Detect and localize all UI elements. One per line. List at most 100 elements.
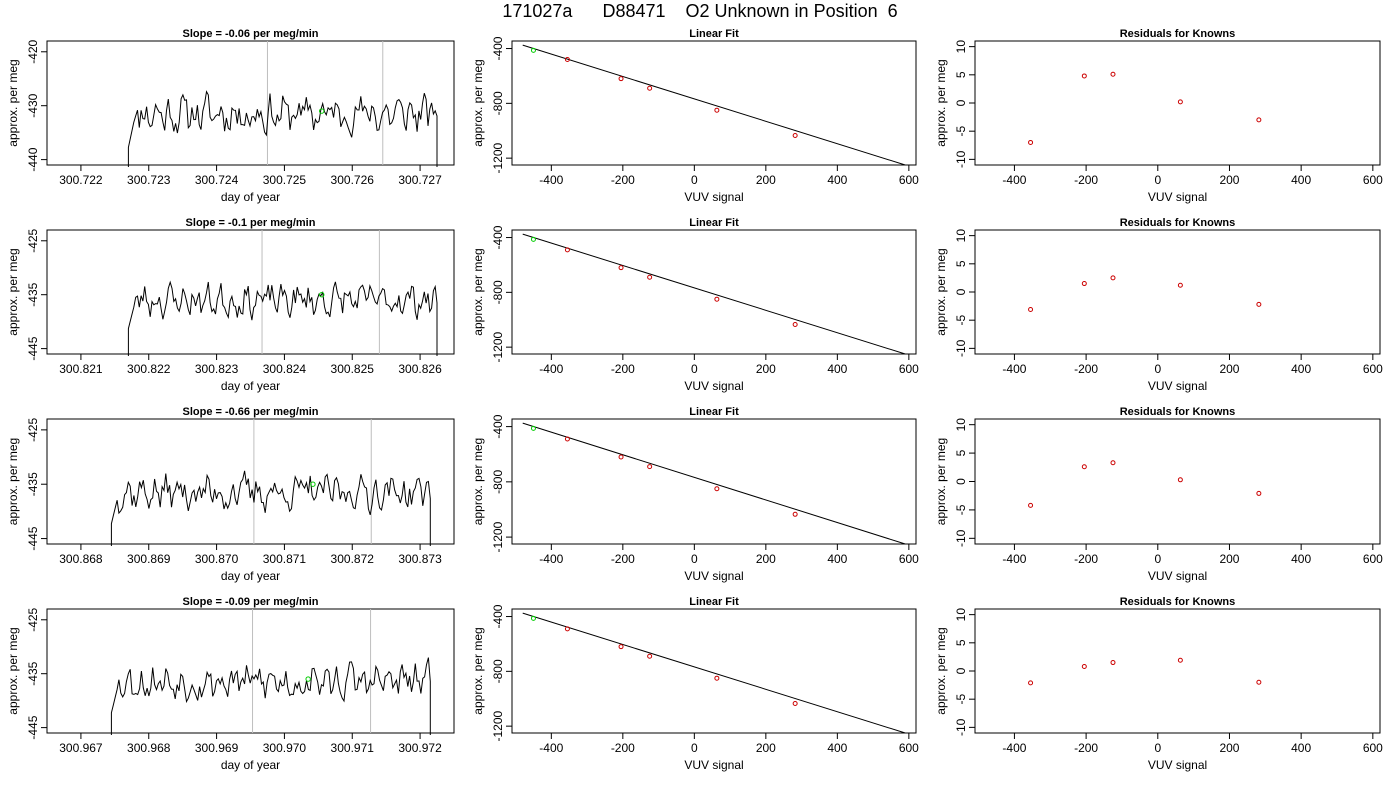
y-tick-label: -5 [954, 694, 968, 705]
x-tick-label: 600 [899, 173, 919, 187]
plot-frame [974, 608, 1381, 734]
x-tick-label: 300.970 [263, 741, 307, 755]
fit-line [522, 233, 906, 355]
known-point [1028, 680, 1034, 686]
known-point [1028, 502, 1034, 508]
x-tick-label: 300.727 [398, 173, 442, 187]
y-axis-label: approx. per meg [934, 627, 948, 714]
chart-title: Slope = -0.66 per meg/min [182, 406, 318, 418]
y-axis-label: approx. per meg [934, 438, 948, 525]
x-tick-label: 300.824 [263, 362, 307, 376]
known-point [1256, 117, 1262, 123]
x-tick-label: 600 [899, 741, 919, 755]
known-point [1110, 660, 1116, 666]
known-point [1081, 663, 1087, 669]
x-axis-label: day of year [221, 758, 280, 772]
y-tick-label: -425 [26, 228, 40, 252]
x-tick-label: -200 [1074, 173, 1098, 187]
x-tick-label: 300.722 [59, 173, 103, 187]
y-tick-label: 10 [954, 40, 968, 54]
x-tick-label: -200 [611, 173, 635, 187]
y-tick-label: -445 [26, 526, 40, 550]
x-tick-label: 300.972 [398, 741, 442, 755]
x-tick-label: 200 [756, 741, 776, 755]
x-tick-label: 200 [756, 552, 776, 566]
x-tick-label: 300.826 [398, 362, 442, 376]
x-axis-label: day of year [221, 190, 280, 204]
x-tick-label: 300.724 [195, 173, 239, 187]
x-tick-label: 0 [691, 362, 698, 376]
y-tick-label: -425 [26, 607, 40, 631]
x-tick-label: 0 [1154, 362, 1161, 376]
x-tick-label: -400 [1002, 552, 1026, 566]
x-tick-label: 0 [1154, 173, 1161, 187]
y-axis-label: approx. per meg [6, 438, 20, 525]
x-tick-label: 600 [1363, 173, 1383, 187]
x-axis-label: VUV signal [684, 379, 743, 393]
y-tick-label: -1200 [491, 710, 505, 741]
chart-panel-8: Linear Fit -400 -200 0 200 400 600 -400 -800 -120… [471, 596, 919, 772]
y-tick-label: -5 [954, 126, 968, 137]
fit-line [522, 612, 906, 734]
y-tick-label: -435 [26, 282, 40, 306]
x-axis-label: VUV signal [684, 758, 743, 772]
y-tick-label: 0 [954, 99, 968, 106]
known-point [1028, 139, 1034, 145]
known-point [1081, 464, 1087, 470]
y-axis-label: approx. per meg [6, 627, 20, 714]
known-point [564, 626, 570, 632]
unknown-point [310, 481, 316, 487]
x-tick-label: 400 [827, 362, 847, 376]
plot-frame [511, 608, 917, 734]
known-point [792, 133, 798, 139]
plot-frame [974, 40, 1381, 166]
y-tick-label: -430 [26, 93, 40, 117]
x-tick-label: 0 [691, 173, 698, 187]
x-tick-label: 0 [691, 741, 698, 755]
x-tick-label: -400 [1002, 741, 1026, 755]
chart-panel-5: Linear Fit -400 -200 0 200 400 600 -400 -800 -120… [471, 28, 919, 204]
x-tick-label: 400 [1291, 552, 1311, 566]
known-point [1028, 306, 1034, 312]
y-tick-label: 0 [954, 667, 968, 674]
y-tick-label: -1200 [491, 142, 505, 173]
known-point [647, 464, 653, 470]
y-axis-label: approx. per meg [471, 59, 485, 146]
unknown-point [305, 676, 311, 682]
y-tick-label: 10 [954, 229, 968, 243]
known-point [618, 454, 624, 460]
x-tick-label: 600 [899, 362, 919, 376]
plot-frame [46, 229, 455, 355]
y-tick-label: -445 [26, 715, 40, 739]
x-axis-label: VUV signal [1148, 569, 1207, 583]
x-tick-label: -400 [1002, 173, 1026, 187]
chart-title: Residuals for Knowns [1120, 217, 1236, 229]
x-tick-label: -200 [611, 741, 635, 755]
known-point [1110, 71, 1116, 77]
x-tick-label: 200 [756, 173, 776, 187]
x-tick-label: 300.868 [59, 552, 103, 566]
known-point [1081, 73, 1087, 79]
x-tick-label: 600 [1363, 362, 1383, 376]
x-tick-label: 300.821 [59, 362, 103, 376]
x-tick-label: 600 [899, 552, 919, 566]
x-axis-label: day of year [221, 379, 280, 393]
known-point [714, 675, 720, 681]
known-point [714, 486, 720, 492]
y-tick-label: -800 [491, 280, 505, 304]
x-axis-label: VUV signal [684, 190, 743, 204]
unknown-point [530, 425, 536, 431]
series-line [127, 90, 438, 167]
chart-title: Slope = -0.06 per meg/min [182, 28, 318, 40]
known-point [618, 265, 624, 271]
chart-title: Linear Fit [689, 406, 739, 418]
chart-panel-6: Linear Fit -400 -200 0 200 400 600 -400 -800 -120… [471, 217, 919, 393]
known-point [1256, 679, 1262, 685]
chart-title: Linear Fit [689, 596, 739, 608]
x-tick-label: 400 [1291, 362, 1311, 376]
y-tick-label: -435 [26, 472, 40, 496]
plot-frame [974, 418, 1381, 545]
known-point [564, 436, 570, 442]
known-point [1177, 99, 1183, 105]
